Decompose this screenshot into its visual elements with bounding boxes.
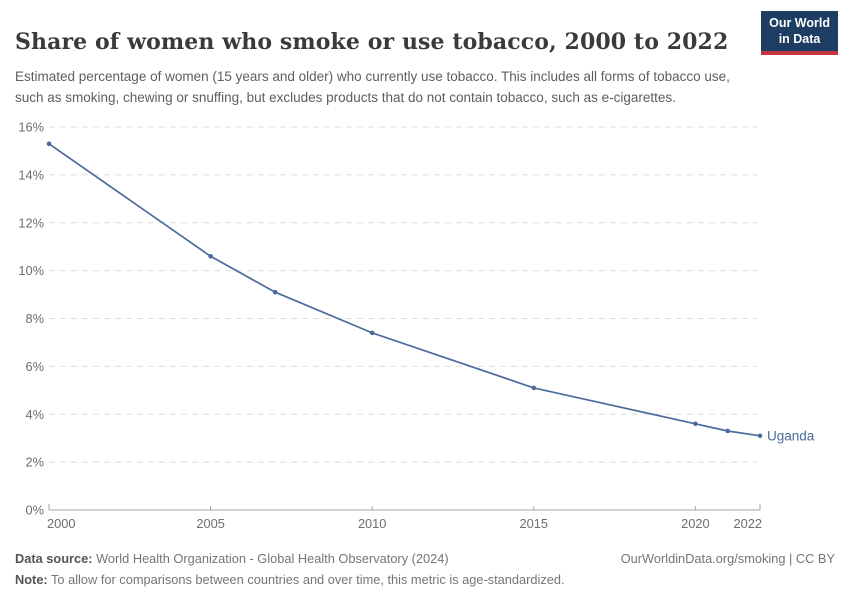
y-tick-label: 12% [18, 215, 44, 230]
data-point-marker [693, 421, 698, 427]
y-tick-label: 14% [18, 167, 44, 182]
chart-title: Share of women who smoke or use tobacco,… [15, 28, 729, 55]
y-tick-label: 16% [18, 120, 44, 135]
data-point-marker [272, 289, 278, 295]
owid-logo-line2: in Data [778, 31, 821, 46]
owid-logo-line1: Our World [769, 16, 830, 30]
note-label: Note: [15, 572, 48, 587]
x-tick-label: 2022 [734, 516, 762, 531]
data-point-marker [531, 385, 537, 391]
entity-label: Uganda [767, 428, 815, 443]
note-text: To allow for comparisons between countri… [47, 572, 565, 587]
footer-source-row: Data source: World Health Organization -… [15, 548, 835, 569]
data-point-marker [725, 428, 730, 434]
trend-line [48, 143, 761, 437]
owid-link[interactable]: OurWorldinData.org/smoking | CC BY [620, 551, 835, 566]
data-source: Data source: World Health Organization -… [15, 548, 449, 569]
y-tick-label: 8% [26, 311, 45, 326]
data-point-marker [757, 433, 763, 439]
x-tick-label: 2010 [358, 516, 386, 531]
y-tick-label: 10% [18, 263, 44, 278]
x-tick-label: 2020 [681, 516, 709, 531]
x-tick-label: 2000 [47, 516, 75, 531]
owid-logo: Our World in Data [761, 11, 838, 56]
data-source-text: World Health Organization - Global Healt… [92, 551, 449, 566]
x-tick-label: 2015 [520, 516, 548, 531]
footer-note-row: Note: To allow for comparisons between c… [15, 569, 835, 590]
chart-subtitle: Estimated percentage of women (15 years … [15, 68, 730, 105]
data-point-marker [369, 330, 375, 336]
chart-footer: Data source: World Health Organization -… [15, 548, 835, 590]
data-point-marker [46, 141, 52, 147]
y-tick-label: 2% [26, 455, 45, 470]
y-tick-label: 0% [26, 503, 45, 518]
y-tick-label: 4% [26, 407, 45, 422]
data-source-label: Data source: [15, 551, 93, 566]
data-point-marker [208, 253, 213, 259]
y-tick-label: 6% [26, 359, 45, 374]
x-tick-label: 2005 [196, 516, 224, 531]
